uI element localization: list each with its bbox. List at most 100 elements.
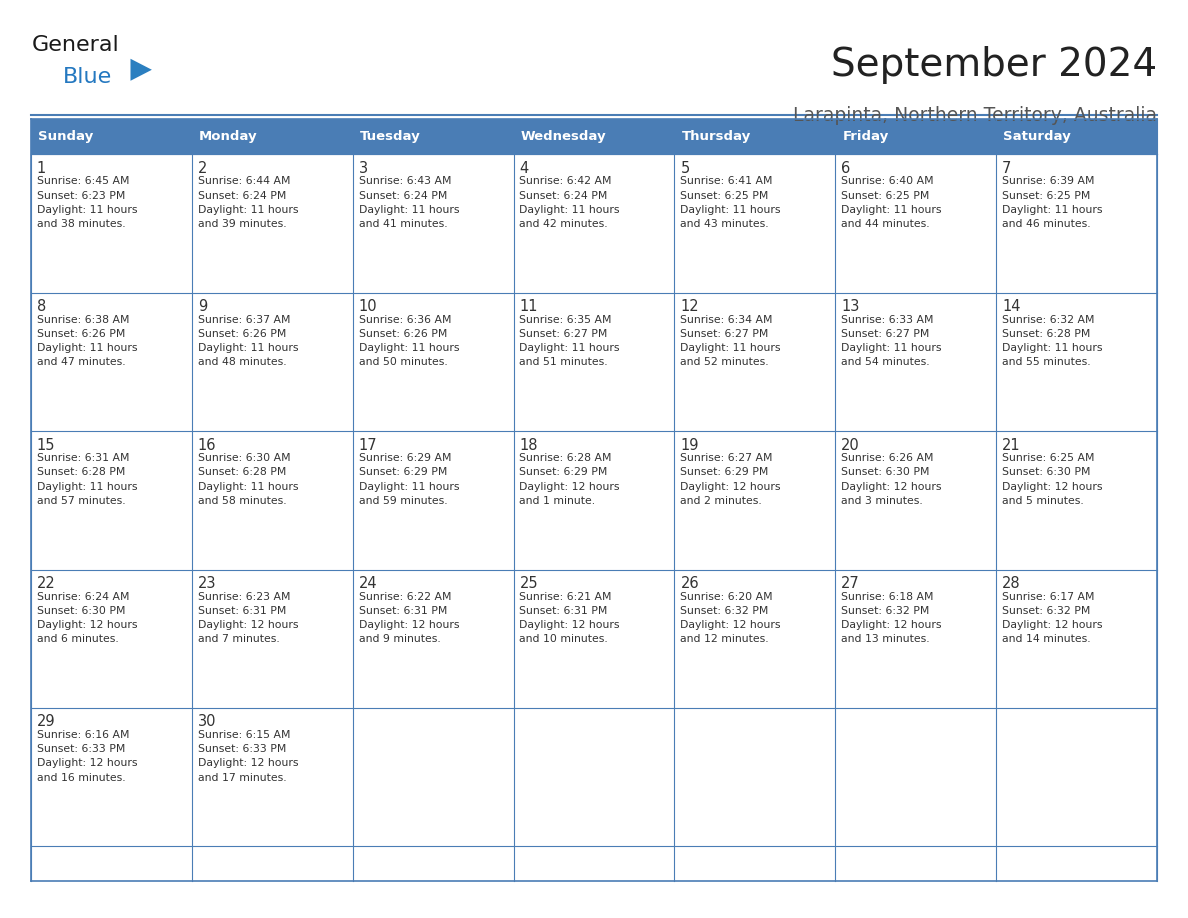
- Text: Sunrise: 6:28 AM: Sunrise: 6:28 AM: [519, 453, 612, 464]
- Text: Sunset: 6:31 PM: Sunset: 6:31 PM: [359, 606, 447, 616]
- Bar: [997, 293, 1157, 431]
- Text: Sunset: 6:28 PM: Sunset: 6:28 PM: [1003, 329, 1091, 339]
- Text: 18: 18: [519, 438, 538, 453]
- Bar: [675, 293, 835, 431]
- Text: 15: 15: [37, 438, 56, 453]
- Text: Sunrise: 6:24 AM: Sunrise: 6:24 AM: [37, 591, 129, 601]
- Text: 24: 24: [359, 576, 378, 591]
- Text: Sunset: 6:33 PM: Sunset: 6:33 PM: [197, 744, 286, 755]
- Text: and 17 minutes.: and 17 minutes.: [197, 773, 286, 783]
- Text: Daylight: 11 hours: Daylight: 11 hours: [359, 482, 459, 492]
- Text: Sunrise: 6:35 AM: Sunrise: 6:35 AM: [519, 315, 612, 325]
- Bar: [835, 293, 997, 431]
- Text: Sunset: 6:24 PM: Sunset: 6:24 PM: [519, 191, 608, 200]
- Text: 13: 13: [841, 299, 860, 314]
- Text: Daylight: 12 hours: Daylight: 12 hours: [1003, 482, 1102, 492]
- Text: and 54 minutes.: and 54 minutes.: [841, 357, 930, 367]
- Text: and 47 minutes.: and 47 minutes.: [37, 357, 126, 367]
- Text: and 46 minutes.: and 46 minutes.: [1003, 219, 1091, 229]
- Text: 23: 23: [197, 576, 216, 591]
- Text: Sunset: 6:26 PM: Sunset: 6:26 PM: [197, 329, 286, 339]
- Text: Daylight: 12 hours: Daylight: 12 hours: [197, 758, 298, 768]
- Text: Sunset: 6:26 PM: Sunset: 6:26 PM: [359, 329, 447, 339]
- Text: Sunrise: 6:33 AM: Sunrise: 6:33 AM: [841, 315, 934, 325]
- Text: 17: 17: [359, 438, 378, 453]
- Text: Sunrise: 6:29 AM: Sunrise: 6:29 AM: [359, 453, 451, 464]
- Text: Daylight: 12 hours: Daylight: 12 hours: [681, 482, 781, 492]
- Text: and 7 minutes.: and 7 minutes.: [197, 634, 279, 644]
- Text: and 2 minutes.: and 2 minutes.: [681, 496, 763, 506]
- Text: Sunrise: 6:39 AM: Sunrise: 6:39 AM: [1003, 176, 1094, 186]
- Text: 22: 22: [37, 576, 56, 591]
- Bar: [353, 569, 513, 708]
- Text: Daylight: 11 hours: Daylight: 11 hours: [1003, 343, 1102, 353]
- Text: Sunrise: 6:40 AM: Sunrise: 6:40 AM: [841, 176, 934, 186]
- Text: Daylight: 11 hours: Daylight: 11 hours: [519, 343, 620, 353]
- Text: and 59 minutes.: and 59 minutes.: [359, 496, 447, 506]
- Text: and 58 minutes.: and 58 minutes.: [197, 496, 286, 506]
- Text: Sunset: 6:31 PM: Sunset: 6:31 PM: [197, 606, 286, 616]
- Text: Sunset: 6:27 PM: Sunset: 6:27 PM: [519, 329, 608, 339]
- Bar: [31, 119, 191, 154]
- Bar: [513, 569, 675, 708]
- Text: Daylight: 11 hours: Daylight: 11 hours: [359, 205, 459, 215]
- Text: Sunrise: 6:32 AM: Sunrise: 6:32 AM: [1003, 315, 1094, 325]
- Text: Sunrise: 6:36 AM: Sunrise: 6:36 AM: [359, 315, 451, 325]
- Text: Saturday: Saturday: [1004, 130, 1072, 143]
- Text: Sunrise: 6:23 AM: Sunrise: 6:23 AM: [197, 591, 290, 601]
- Text: and 57 minutes.: and 57 minutes.: [37, 496, 126, 506]
- Text: Sunrise: 6:38 AM: Sunrise: 6:38 AM: [37, 315, 129, 325]
- Text: and 48 minutes.: and 48 minutes.: [197, 357, 286, 367]
- Bar: [675, 569, 835, 708]
- Text: Sunrise: 6:37 AM: Sunrise: 6:37 AM: [197, 315, 290, 325]
- Text: and 44 minutes.: and 44 minutes.: [841, 219, 930, 229]
- Text: Tuesday: Tuesday: [360, 130, 421, 143]
- Text: Daylight: 11 hours: Daylight: 11 hours: [197, 343, 298, 353]
- Bar: [997, 154, 1157, 293]
- Bar: [513, 293, 675, 431]
- Text: Sunset: 6:27 PM: Sunset: 6:27 PM: [681, 329, 769, 339]
- Text: Sunrise: 6:27 AM: Sunrise: 6:27 AM: [681, 453, 773, 464]
- Bar: [191, 569, 353, 708]
- Text: Sunset: 6:30 PM: Sunset: 6:30 PM: [37, 606, 125, 616]
- Bar: [513, 119, 675, 154]
- Bar: [31, 431, 191, 569]
- Text: and 16 minutes.: and 16 minutes.: [37, 773, 126, 783]
- Text: and 38 minutes.: and 38 minutes.: [37, 219, 126, 229]
- Bar: [31, 708, 191, 846]
- Text: Sunset: 6:32 PM: Sunset: 6:32 PM: [681, 606, 769, 616]
- Text: Daylight: 12 hours: Daylight: 12 hours: [519, 482, 620, 492]
- Text: and 12 minutes.: and 12 minutes.: [681, 634, 769, 644]
- Bar: [835, 154, 997, 293]
- Text: Sunset: 6:24 PM: Sunset: 6:24 PM: [197, 191, 286, 200]
- Text: Sunset: 6:32 PM: Sunset: 6:32 PM: [841, 606, 930, 616]
- Text: 4: 4: [519, 161, 529, 175]
- Text: Sunset: 6:28 PM: Sunset: 6:28 PM: [37, 467, 125, 477]
- Text: 3: 3: [359, 161, 368, 175]
- Text: Sunrise: 6:42 AM: Sunrise: 6:42 AM: [519, 176, 612, 186]
- Text: Sunrise: 6:20 AM: Sunrise: 6:20 AM: [681, 591, 773, 601]
- Bar: [997, 569, 1157, 708]
- Text: and 52 minutes.: and 52 minutes.: [681, 357, 769, 367]
- Text: 8: 8: [37, 299, 46, 314]
- Text: Sunset: 6:29 PM: Sunset: 6:29 PM: [519, 467, 608, 477]
- Text: Larapinta, Northern Territory, Australia: Larapinta, Northern Territory, Australia: [794, 106, 1157, 125]
- Text: and 1 minute.: and 1 minute.: [519, 496, 595, 506]
- Bar: [835, 119, 997, 154]
- Text: 26: 26: [681, 576, 699, 591]
- Text: 12: 12: [681, 299, 699, 314]
- Text: 19: 19: [681, 438, 699, 453]
- Text: Sunset: 6:25 PM: Sunset: 6:25 PM: [681, 191, 769, 200]
- Text: Daylight: 12 hours: Daylight: 12 hours: [37, 758, 138, 768]
- Text: 25: 25: [519, 576, 538, 591]
- Text: and 43 minutes.: and 43 minutes.: [681, 219, 769, 229]
- Text: Daylight: 12 hours: Daylight: 12 hours: [37, 620, 138, 630]
- Text: Daylight: 11 hours: Daylight: 11 hours: [841, 205, 942, 215]
- Text: and 3 minutes.: and 3 minutes.: [841, 496, 923, 506]
- Text: Daylight: 11 hours: Daylight: 11 hours: [681, 343, 781, 353]
- Bar: [675, 154, 835, 293]
- Bar: [31, 293, 191, 431]
- Text: and 55 minutes.: and 55 minutes.: [1003, 357, 1091, 367]
- Text: 6: 6: [841, 161, 851, 175]
- Bar: [513, 154, 675, 293]
